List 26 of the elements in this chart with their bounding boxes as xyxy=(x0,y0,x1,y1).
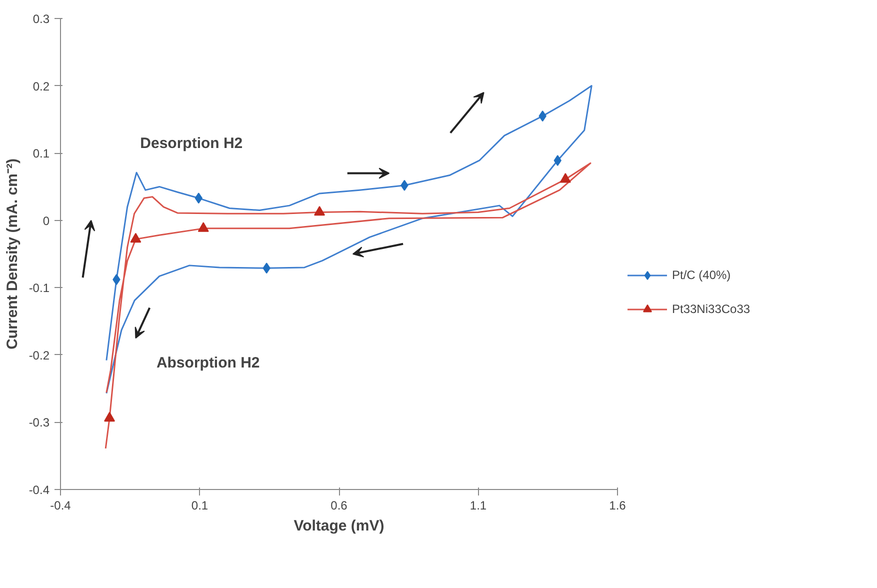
point xyxy=(314,206,326,216)
y-tick-label: -0.4 xyxy=(28,483,50,497)
y-tick-label: -0.3 xyxy=(28,416,50,430)
annotation: Desorption H2 xyxy=(140,135,243,152)
y-tick-label: 0.2 xyxy=(32,79,50,94)
point xyxy=(130,232,142,243)
legend-label: Pt/C (40%) xyxy=(672,268,731,282)
legend-label: Pt33Ni33Co33 xyxy=(672,302,750,316)
line-series xyxy=(106,85,592,394)
line-series xyxy=(104,162,592,450)
y-tick-label: -0.2 xyxy=(28,348,50,362)
y-tick-label: 0 xyxy=(42,214,50,228)
x-tick-label: 0.6 xyxy=(330,498,348,512)
point xyxy=(198,222,209,232)
point xyxy=(104,412,116,422)
x-tick-label: 0.1 xyxy=(191,498,208,512)
y-tick-label: 0.3 xyxy=(32,12,50,26)
y-tick-label: 0.1 xyxy=(32,146,50,161)
y-tick-label: -0.1 xyxy=(28,281,50,296)
annotation: Absorption H2 xyxy=(156,354,260,372)
point xyxy=(560,173,571,183)
x-tick-label: -0.4 xyxy=(50,498,72,512)
x-tick-label: 1.6 xyxy=(609,498,626,512)
x-axis-title: Voltage (mV) xyxy=(294,518,384,534)
x-tick-label: 1.1 xyxy=(470,498,487,512)
y-axis-title: Current Density (mA. cm⁻²) xyxy=(4,158,21,350)
